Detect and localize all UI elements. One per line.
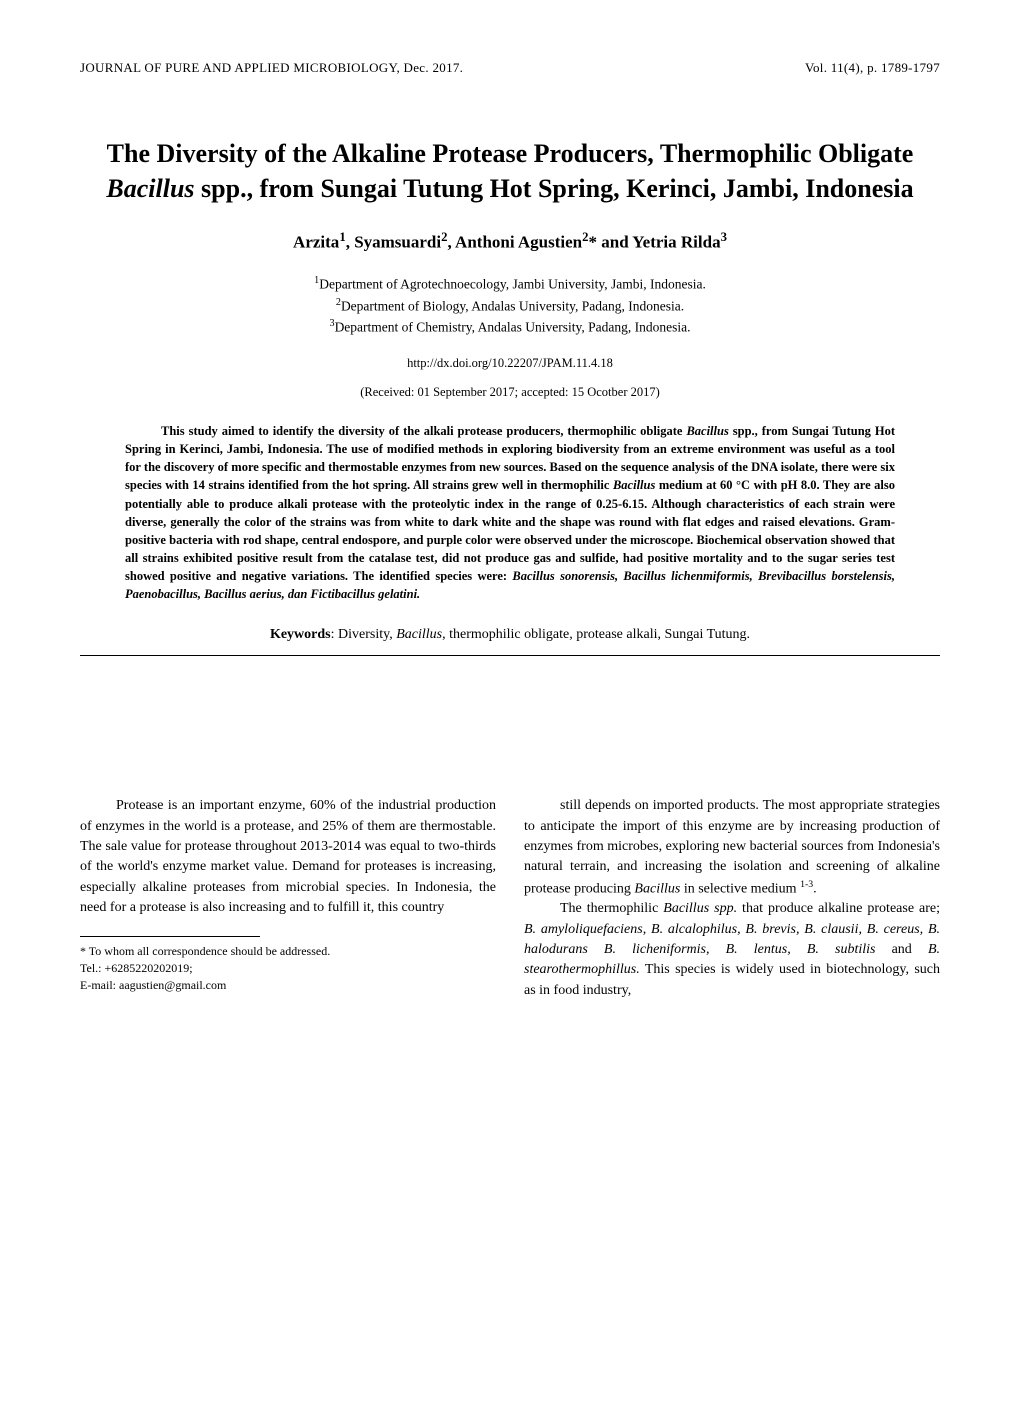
right-column: still depends on imported products. The … [524,796,940,1001]
footnote-line-1: * To whom all correspondence should be a… [80,944,330,958]
affiliation-2: 2Department of Biology, Andalas Universi… [80,295,940,317]
body-content: Protease is an important enzyme, 60% of … [80,796,940,1001]
footnote-line-3: E-mail: aagustien@gmail.com [80,978,226,992]
journal-name: JOURNAL OF PURE AND APPLIED MICROBIOLOGY… [80,60,463,76]
article-dates: (Received: 01 September 2017; accepted: … [80,385,940,400]
affiliation-3: 3Department of Chemistry, Andalas Univer… [80,316,940,338]
footnote-rule [80,936,260,937]
abstract-text: This study aimed to identify the diversi… [80,422,940,603]
volume-issue-pages: Vol. 11(4), p. 1789-1797 [805,60,940,76]
running-header: JOURNAL OF PURE AND APPLIED MICROBIOLOGY… [80,60,940,76]
keywords-label: Keywords [270,627,331,642]
affiliation-1: 1Department of Agrotechnoecology, Jambi … [80,273,940,295]
body-paragraph: The thermophilic Bacillus spp. that prod… [524,899,940,1000]
doi-link[interactable]: http://dx.doi.org/10.22207/JPAM.11.4.18 [80,356,940,371]
article-title: The Diversity of the Alkaline Protease P… [80,136,940,206]
affiliations: 1Department of Agrotechnoecology, Jambi … [80,273,940,338]
author-list: Arzita1, Syamsuardi2, Anthoni Agustien2*… [80,230,940,253]
corresponding-author-footnote: * To whom all correspondence should be a… [80,943,496,993]
footnote-line-2: Tel.: +6285220202019; [80,961,193,975]
left-column: Protease is an important enzyme, 60% of … [80,796,496,1001]
keywords-line: Keywords: Diversity, Bacillus, thermophi… [80,627,940,643]
body-paragraph: Protease is an important enzyme, 60% of … [80,796,496,918]
body-paragraph: still depends on imported products. The … [524,796,940,899]
section-divider [80,655,940,656]
keywords-text: : Diversity, Bacillus, thermophilic obli… [331,627,750,642]
